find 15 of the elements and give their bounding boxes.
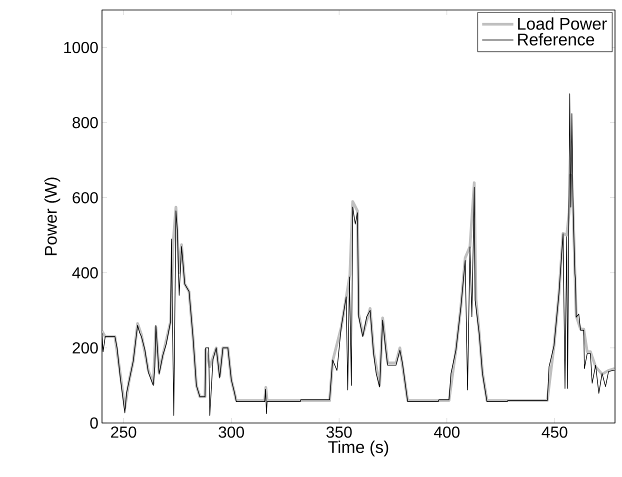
y-tick-label: 800: [72, 116, 98, 128]
y-tick-label: 600: [72, 192, 98, 204]
legend-label: Reference: [518, 33, 594, 46]
y-tick-label: 400: [72, 267, 98, 278]
x-axis-title: Time (s): [328, 440, 388, 456]
x-tick-label: 250: [111, 426, 136, 438]
x-tick-label: 300: [218, 426, 244, 438]
y-axis-title: Power (W): [44, 178, 60, 256]
x-tick-label: 450: [542, 426, 568, 438]
y-tick-label: 1000: [64, 42, 98, 54]
y-tick-label: 0: [90, 417, 98, 429]
x-tick-label: 400: [434, 426, 460, 438]
legend-label: Load Power: [518, 17, 607, 30]
x-tick-label: 350: [326, 426, 352, 438]
y-tick-label: 200: [72, 342, 98, 354]
